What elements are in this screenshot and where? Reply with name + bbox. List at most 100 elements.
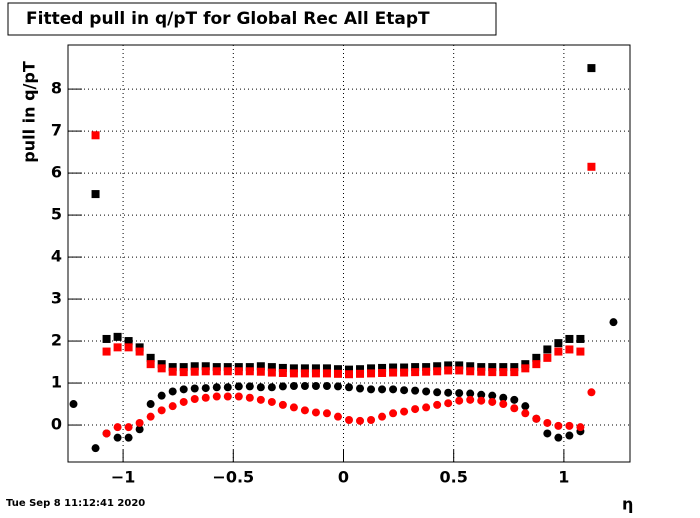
circle-marker bbox=[69, 400, 78, 409]
circle-marker bbox=[256, 395, 265, 404]
circle-marker bbox=[609, 318, 618, 327]
y-tick-label: 3 bbox=[51, 289, 62, 308]
y-tick-label: 8 bbox=[51, 79, 62, 98]
circle-marker bbox=[333, 382, 342, 391]
circle-marker bbox=[543, 418, 552, 427]
y-axis-label: pull in q/pT bbox=[20, 61, 39, 163]
square-marker bbox=[113, 332, 122, 341]
square-marker bbox=[565, 345, 574, 354]
square-marker bbox=[400, 363, 409, 372]
circle-marker bbox=[367, 385, 376, 394]
circle-marker bbox=[389, 385, 398, 394]
circle-marker bbox=[521, 409, 530, 418]
square-marker bbox=[223, 363, 232, 372]
circle-marker bbox=[135, 425, 144, 434]
y-tick-label: 4 bbox=[51, 247, 62, 266]
square-marker bbox=[532, 353, 541, 362]
square-marker bbox=[554, 347, 563, 356]
square-marker bbox=[444, 361, 453, 370]
x-tick-label: −0.5 bbox=[212, 468, 254, 487]
square-marker bbox=[267, 368, 276, 377]
square-marker bbox=[190, 367, 199, 376]
timestamp: Tue Sep 8 11:12:41 2020 bbox=[6, 498, 145, 509]
square-marker bbox=[212, 367, 221, 376]
square-marker bbox=[477, 367, 486, 376]
circle-marker bbox=[510, 395, 519, 404]
square-marker bbox=[146, 360, 155, 369]
square-marker bbox=[367, 364, 376, 373]
circle-marker bbox=[422, 387, 431, 396]
circle-marker bbox=[234, 382, 243, 391]
square-marker bbox=[455, 366, 464, 375]
square-marker bbox=[223, 367, 232, 376]
circle-marker bbox=[345, 416, 353, 425]
circle-marker bbox=[510, 404, 519, 413]
y-tick-label: 7 bbox=[51, 121, 62, 140]
circle-marker bbox=[367, 416, 376, 425]
circle-marker bbox=[543, 429, 552, 438]
circle-marker bbox=[378, 412, 387, 421]
square-marker bbox=[466, 362, 475, 371]
circle-marker bbox=[278, 400, 287, 409]
circle-marker bbox=[322, 409, 331, 418]
circle-marker bbox=[267, 397, 276, 406]
circle-marker bbox=[333, 412, 342, 421]
circle-marker bbox=[345, 383, 353, 392]
square-marker bbox=[565, 334, 574, 343]
square-marker bbox=[91, 131, 100, 140]
square-marker bbox=[201, 362, 210, 371]
circle-marker bbox=[488, 397, 497, 406]
square-marker bbox=[587, 162, 596, 171]
chart-title: Fitted pull in q/pT for Global Rec All E… bbox=[26, 9, 430, 29]
circle-marker bbox=[477, 390, 486, 399]
square-marker bbox=[146, 353, 155, 362]
circle-marker bbox=[587, 388, 596, 397]
circle-marker bbox=[168, 402, 177, 411]
square-marker bbox=[256, 367, 265, 376]
square-marker bbox=[422, 363, 431, 372]
square-marker bbox=[587, 64, 596, 73]
circle-marker bbox=[400, 407, 409, 416]
square-marker bbox=[311, 369, 320, 378]
circle-marker bbox=[477, 396, 486, 405]
square-marker bbox=[378, 368, 387, 377]
x-tick-label: 0.5 bbox=[440, 468, 468, 487]
square-marker bbox=[411, 368, 420, 377]
y-tick-label: 0 bbox=[51, 415, 62, 434]
square-marker bbox=[532, 360, 541, 369]
square-marker bbox=[300, 369, 309, 378]
square-marker bbox=[124, 337, 133, 346]
circle-marker bbox=[223, 392, 232, 401]
square-marker bbox=[543, 345, 552, 354]
circle-marker bbox=[455, 396, 464, 405]
circle-marker bbox=[532, 414, 541, 423]
circle-marker bbox=[444, 399, 453, 408]
circle-marker bbox=[113, 423, 122, 432]
square-marker bbox=[488, 363, 497, 372]
circle-marker bbox=[190, 384, 199, 393]
square-marker bbox=[311, 364, 320, 373]
square-marker bbox=[124, 343, 133, 352]
circle-marker bbox=[554, 433, 563, 442]
circle-marker bbox=[289, 403, 298, 412]
square-marker bbox=[289, 369, 298, 378]
title-box bbox=[7, 2, 497, 36]
square-marker bbox=[400, 368, 409, 377]
circle-marker bbox=[102, 429, 111, 438]
square-marker bbox=[389, 368, 398, 377]
circle-marker bbox=[179, 397, 188, 406]
circle-marker bbox=[422, 403, 431, 412]
square-marker bbox=[499, 363, 508, 372]
circle-marker bbox=[455, 389, 464, 398]
square-marker bbox=[179, 363, 188, 372]
square-marker bbox=[499, 368, 508, 377]
circle-marker bbox=[124, 433, 133, 442]
circle-marker bbox=[146, 400, 155, 409]
circle-marker bbox=[267, 383, 276, 392]
square-marker bbox=[168, 367, 177, 376]
square-marker bbox=[367, 369, 376, 378]
circle-marker bbox=[389, 409, 398, 418]
circle-marker bbox=[378, 385, 387, 394]
circle-marker bbox=[311, 381, 320, 390]
square-marker bbox=[245, 363, 254, 372]
